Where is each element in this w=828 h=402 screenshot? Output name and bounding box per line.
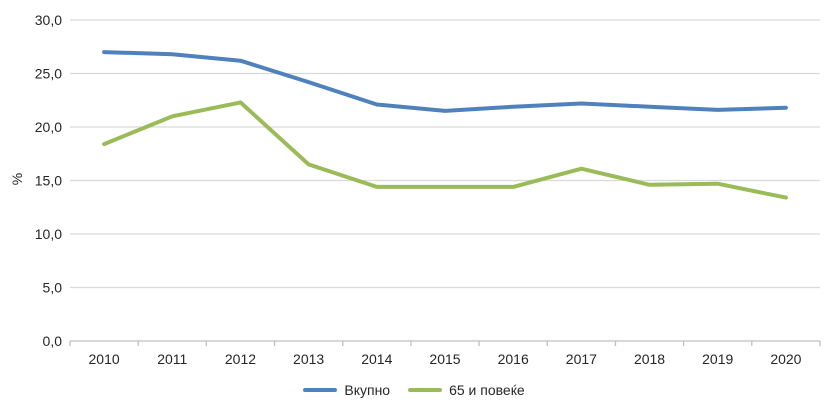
y-tick-label: 5,0 (43, 280, 63, 296)
x-tick-label: 2010 (89, 351, 120, 367)
legend-label: Вкупно (344, 382, 391, 398)
legend-swatch-icon (408, 388, 443, 392)
legend-item-0: Вкупно (303, 382, 390, 398)
chart-legend: Вкупно 65 и повеќе (0, 382, 828, 398)
x-tick-label: 2011 (157, 351, 187, 367)
y-tick-label: 10,0 (35, 226, 62, 242)
x-tick-label: 2019 (702, 351, 733, 367)
legend-label: 65 и повеќе (449, 382, 525, 398)
x-tick-label: 2017 (566, 351, 597, 367)
x-tick-label: 2014 (361, 351, 392, 367)
x-tick-label: 2015 (429, 351, 460, 367)
x-tick-label: 2018 (634, 351, 665, 367)
legend-item-1: 65 и повеќе (408, 382, 525, 398)
y-tick-label: 20,0 (35, 119, 62, 135)
series-line-0 (102, 50, 788, 113)
y-tick-label: 0,0 (43, 333, 63, 349)
x-tick-label: 2013 (293, 351, 324, 367)
y-tick-label: 15,0 (35, 173, 62, 189)
series-line-1 (102, 100, 788, 200)
legend-swatch-icon (303, 388, 338, 392)
y-tick-label: 30,0 (35, 12, 62, 28)
y-axis-title: % (9, 172, 25, 186)
y-tick-label: 25,0 (35, 66, 62, 82)
x-tick-label: 2020 (770, 351, 801, 367)
x-tick-label: 2012 (225, 351, 256, 367)
x-tick-label: 2016 (498, 351, 529, 367)
